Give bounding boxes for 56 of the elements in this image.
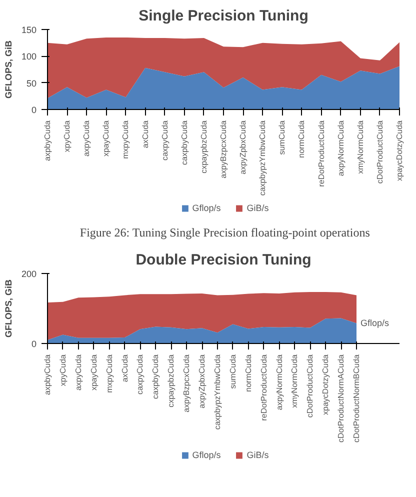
x-tick-label: mxpyCuda bbox=[121, 120, 130, 159]
x-tick-label: cDotProductNormACuda bbox=[336, 354, 346, 443]
x-tick-label: axpyNormCuda bbox=[336, 120, 346, 176]
x-tick-label: cDotProductCuda bbox=[375, 120, 384, 184]
y-tick-label: 100 bbox=[21, 52, 37, 62]
x-tick-label: axpyBzpcxCuda bbox=[219, 120, 228, 178]
x-tick-label: caxpbypzYmbwCuda bbox=[258, 120, 268, 196]
x-tick-label: cxpaypbzCuda bbox=[166, 354, 176, 408]
x-tick-label: sumCuda bbox=[278, 120, 287, 155]
y-tick-label: 150 bbox=[21, 25, 37, 35]
x-tick-label: axpyNormCuda bbox=[274, 354, 284, 410]
x-tick-label: xmyNormCuda bbox=[290, 354, 300, 408]
caption: Figure 26: Tuning Single Precision floating-point operations bbox=[80, 226, 370, 240]
y-axis-title: GFLOPS, GiB bbox=[3, 279, 14, 338]
x-tick-label: axCuda bbox=[120, 354, 130, 382]
chart-title: Double Precision Tuning bbox=[136, 252, 312, 268]
x-tick-label: sumCuda bbox=[228, 354, 238, 389]
x-tick-label: axpyCuda bbox=[82, 120, 92, 157]
x-tick-label: xpaycDotzyCuda bbox=[395, 120, 404, 181]
x-tick-label: caxpyCuda bbox=[136, 354, 145, 395]
x-tick-label: caxpyCuda bbox=[160, 120, 170, 161]
x-tick-label: axCuda bbox=[140, 120, 150, 148]
x-tick-label: mxpyCuda bbox=[104, 354, 114, 393]
x-tick-label: xpaycDotzyCuda bbox=[321, 354, 330, 415]
y-axis-title: GFLOPS, GiB bbox=[3, 40, 14, 98]
annotation: Gflop/s bbox=[360, 318, 390, 328]
y-tick-label: 0 bbox=[31, 339, 37, 349]
x-tick-label: xpyCuda bbox=[58, 354, 68, 386]
legend-label: Gflop/s bbox=[192, 450, 221, 460]
x-tick-label: xpayCuda bbox=[102, 120, 111, 157]
y-tick-label: 50 bbox=[26, 78, 37, 88]
legend-label: GiB/s bbox=[246, 450, 269, 460]
x-tick-label: normCuda bbox=[244, 354, 253, 392]
x-tick-label: reDotProductCuda bbox=[316, 120, 326, 187]
x-tick-label: axpbyCuda bbox=[43, 120, 52, 161]
x-tick-label: cDotProductCuda bbox=[306, 354, 315, 418]
x-tick-label: axpbyCuda bbox=[43, 354, 52, 395]
x-tick-label: xmyNormCuda bbox=[356, 120, 365, 174]
x-tick-label: caxpbyCuda bbox=[151, 354, 160, 399]
x-tick-label: cDotProductNormBCuda bbox=[352, 354, 361, 443]
x-tick-label: reDotProductCuda bbox=[259, 354, 268, 421]
legend-label: GiB/s bbox=[246, 203, 269, 213]
x-tick-label: caxpbypzYmbwCuda bbox=[212, 354, 222, 430]
y-tick-label: 200 bbox=[21, 269, 37, 279]
x-tick-label: axpyBzpcxCuda bbox=[182, 354, 192, 412]
x-tick-label: xpayCuda bbox=[89, 354, 98, 391]
legend-label: Gflop/s bbox=[192, 203, 221, 213]
x-tick-label: axpyCuda bbox=[74, 354, 83, 391]
x-tick-label: normCuda bbox=[297, 120, 306, 158]
x-tick-label: axpyZpbxCuda bbox=[238, 120, 248, 174]
x-tick-label: axpyZpbxCuda bbox=[198, 354, 206, 408]
x-tick-label: cxpaypbzCuda bbox=[199, 120, 208, 174]
y-tick-label: 0 bbox=[31, 105, 37, 115]
x-tick-label: xpyCuda bbox=[62, 120, 72, 152]
x-tick-label: caxpbyCuda bbox=[180, 120, 189, 165]
chart-title: Single Precision Tuning bbox=[138, 8, 308, 24]
